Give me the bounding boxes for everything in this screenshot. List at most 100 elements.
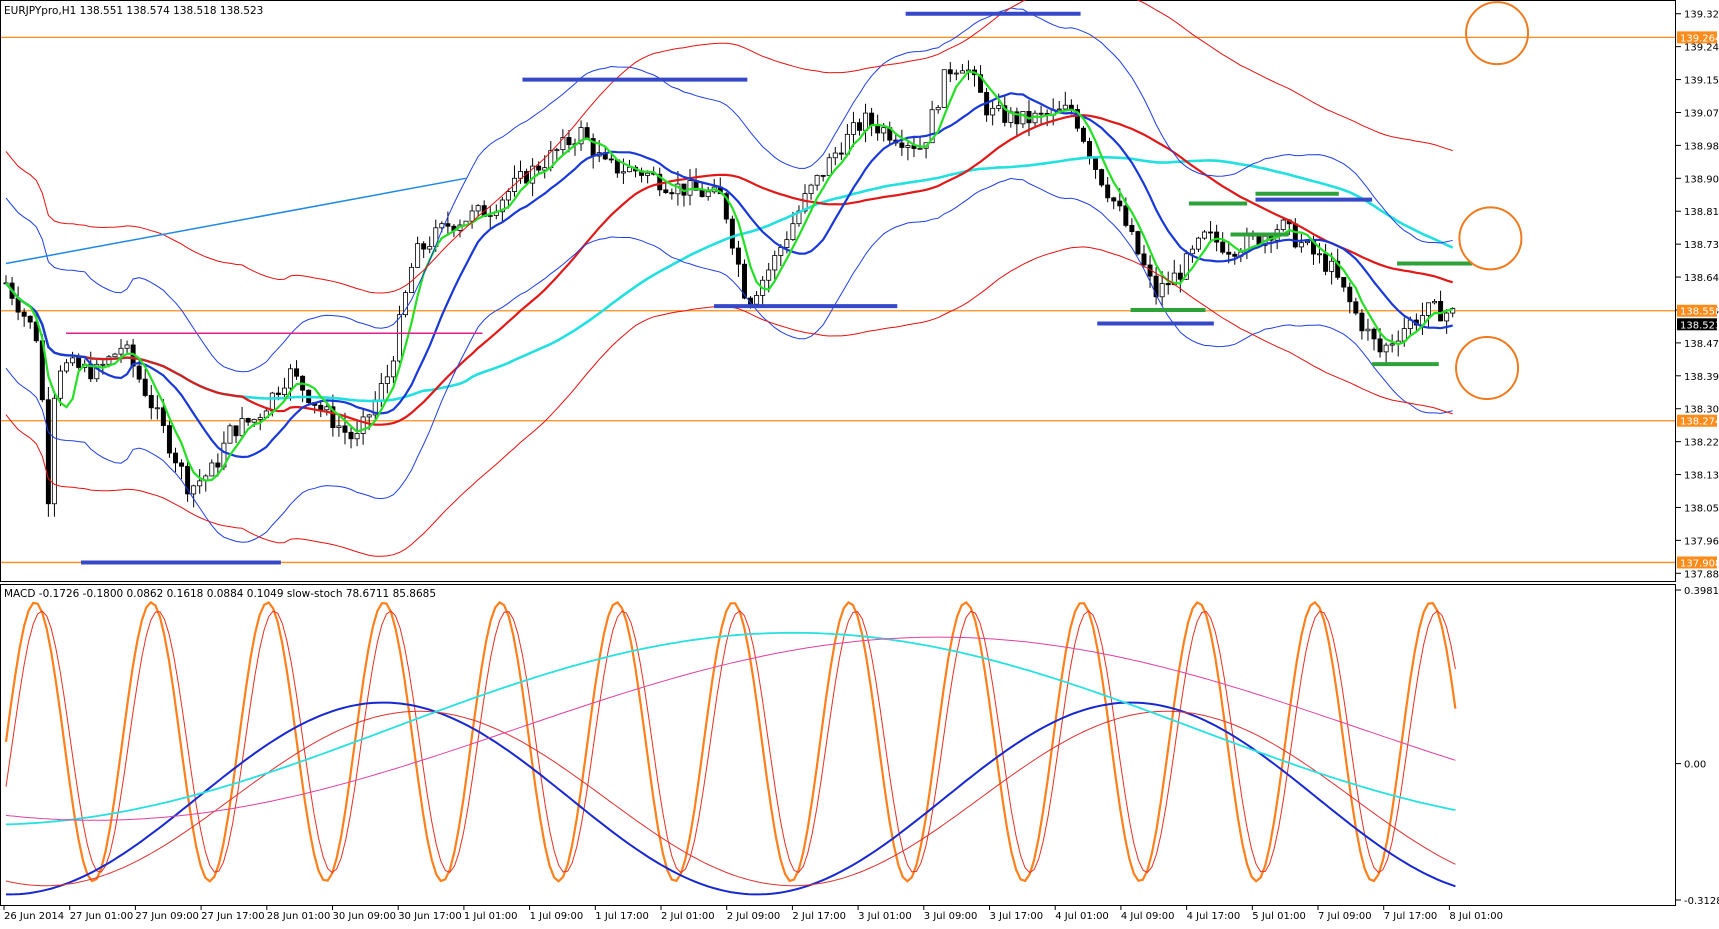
price-tick-label: 137.880	[1684, 569, 1719, 580]
time-label: 8 Jul 01:00	[1449, 911, 1503, 922]
slow-a-line	[5, 631, 1456, 826]
candle-body	[360, 416, 366, 434]
candle-body	[850, 122, 856, 135]
macd-signal-line	[5, 710, 1456, 887]
candle-body	[185, 465, 191, 495]
highlight-circle	[1465, 1, 1530, 66]
time-label: 4 Jul 01:00	[1055, 911, 1109, 922]
candle-body	[209, 462, 215, 477]
candle-body	[620, 171, 626, 174]
price-tick-label: 138.985	[1684, 141, 1719, 152]
level-tag	[1677, 414, 1717, 427]
candle-body	[935, 107, 941, 111]
price-tick-label: 139.240	[1684, 43, 1719, 54]
candle-body	[1298, 242, 1304, 248]
envelope-upper	[5, 0, 1453, 294]
price-tick-label: 138.730	[1684, 240, 1719, 251]
candle-body	[475, 205, 481, 212]
candle-body	[1214, 231, 1220, 243]
candle-body	[536, 165, 542, 171]
candle-body	[45, 399, 51, 505]
candle-body	[269, 392, 275, 412]
time-label: 4 Jul 09:00	[1121, 911, 1175, 922]
time-label: 2 Jul 17:00	[792, 911, 846, 922]
candle-body	[808, 184, 814, 194]
ma-long-line	[4, 156, 1454, 403]
candle-body	[136, 365, 142, 380]
price-tick-label: 138.815	[1684, 207, 1719, 218]
candle-body	[723, 193, 729, 220]
candle-body	[1093, 157, 1099, 170]
time-label: 2 Jul 09:00	[727, 911, 781, 922]
candle-body	[929, 109, 935, 144]
candle-body	[778, 247, 784, 256]
candle-body	[366, 414, 372, 418]
highlight-circle	[1455, 336, 1520, 401]
indicator-header: MACD -0.1726 -0.1800 0.0862 0.1618 0.088…	[4, 588, 436, 600]
highlight-circle	[1458, 206, 1523, 271]
level-tag-label: 139.264	[1680, 33, 1719, 44]
price-tick-label: 138.390	[1684, 372, 1719, 383]
indicator-tick-label: 0.00	[1684, 760, 1706, 771]
candle-body	[288, 368, 293, 389]
indicator-panel	[0, 584, 1676, 906]
candle-body	[1165, 283, 1171, 286]
candle-body	[814, 175, 820, 186]
time-label: 28 Jun 01:00	[267, 911, 331, 922]
candle-body	[233, 425, 239, 437]
candle-body	[1020, 111, 1026, 125]
candle-body	[741, 263, 747, 299]
candle-body	[318, 404, 324, 411]
candle-body	[281, 387, 287, 396]
candle-body	[197, 480, 203, 487]
indicator-tick-label: -0.3128	[1684, 896, 1719, 907]
candle-body	[112, 353, 118, 358]
candle-body	[560, 137, 566, 151]
candle-body	[160, 407, 166, 426]
candle-body	[1062, 104, 1068, 110]
stoch-signal-line	[5, 610, 1456, 874]
candle-body	[1038, 112, 1044, 115]
indicator-tick-label: 0.3981	[1684, 586, 1719, 597]
candle-body	[735, 247, 741, 265]
time-label: 1 Jul 17:00	[595, 911, 649, 922]
ma-mid-line	[5, 92, 1453, 459]
candle-body	[251, 419, 257, 423]
candle-body	[754, 295, 760, 305]
candle-body	[869, 112, 875, 126]
candle-body	[421, 243, 427, 250]
candle-body	[1389, 343, 1395, 346]
candle-body	[1153, 275, 1159, 298]
candle-body	[64, 362, 70, 372]
candle-body	[415, 243, 421, 268]
candle-body	[1317, 253, 1323, 256]
axis-layer: 139.325 139.240 139.155 139.070 138.985 138.9…	[3, 10, 1719, 922]
time-label: 27 Jun 17:00	[201, 911, 265, 922]
candle-body	[1202, 231, 1208, 239]
slow-b-line	[5, 636, 1456, 821]
candle-body	[1129, 225, 1135, 232]
candle-body	[784, 239, 790, 248]
candle-body	[1183, 253, 1189, 280]
candle-body	[899, 142, 905, 148]
candle-body	[990, 107, 996, 116]
candle-body	[487, 215, 493, 217]
candle-body	[1341, 276, 1347, 288]
candle-body	[1232, 253, 1238, 257]
candle-body	[905, 145, 911, 148]
candle-body	[1377, 338, 1383, 353]
candle-body	[566, 137, 572, 146]
candle-body	[1329, 260, 1335, 272]
candle-body	[875, 125, 881, 134]
candle-body	[1002, 105, 1008, 123]
ma-slow-line	[5, 114, 1454, 426]
candle-body	[1111, 197, 1117, 202]
candle-body	[645, 172, 651, 176]
candle-body	[1426, 302, 1431, 316]
level-tag-label: 138.558	[1680, 307, 1719, 318]
candle-body	[1323, 253, 1329, 272]
price-panel	[0, 0, 1676, 582]
candle-body	[554, 149, 560, 152]
candle-body	[947, 69, 953, 75]
